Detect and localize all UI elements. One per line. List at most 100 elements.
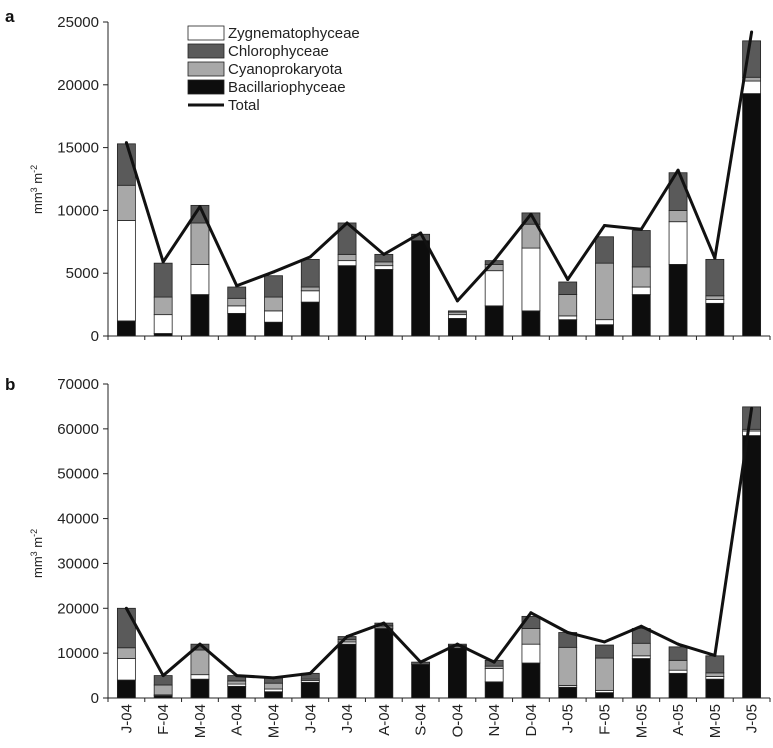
- bar-a-2-3: [227, 297, 247, 307]
- bar-a-2-4: [264, 296, 283, 312]
- bar-b-2-12: [558, 646, 578, 686]
- y-tick-label-b-3: 30000: [57, 555, 99, 572]
- bar-b-0-7: [374, 628, 394, 699]
- bar-b-1-15: [668, 669, 688, 674]
- bar-b-0-15: [668, 672, 688, 699]
- bar-a-2-7: [374, 261, 394, 267]
- x-tick-label-3: A-04: [229, 704, 246, 736]
- bar-a-2-12: [558, 294, 578, 317]
- legend-swatch-0: [187, 25, 225, 41]
- total-point-b-6: [345, 635, 349, 639]
- bar-b-1-11: [521, 643, 541, 664]
- legend-label-3: Bacillariophyceae: [228, 79, 346, 96]
- total-point-a-9: [455, 299, 459, 303]
- y-axis-label-a: mm3 m-2: [29, 165, 45, 214]
- bar-b-3-0: [116, 607, 136, 649]
- bar-a-1-6: [337, 260, 357, 267]
- y-axis-label-b-sup1: 3: [29, 551, 39, 556]
- bar-a-0-12: [558, 319, 578, 337]
- bar-a-0-14: [631, 294, 651, 337]
- y-tick-label-a-0: 0: [91, 328, 99, 345]
- total-point-a-8: [419, 231, 423, 235]
- x-tick-label-2: M-04: [192, 704, 209, 738]
- bar-a-1-2: [190, 264, 210, 295]
- x-tick-label-5: J-04: [302, 704, 319, 733]
- x-tick-label-7: A-04: [376, 704, 393, 736]
- bar-a-2-0: [116, 184, 136, 221]
- bar-a-1-1: [153, 314, 173, 334]
- bar-b-2-2: [190, 649, 210, 676]
- bar-a-0-10: [484, 305, 504, 337]
- bar-a-3-3: [227, 286, 247, 299]
- x-tick-label-16: M-05: [707, 704, 724, 738]
- bar-a-2-1: [153, 296, 173, 316]
- total-point-a-7: [382, 252, 386, 256]
- bar-b-0-13: [595, 692, 614, 699]
- bar-a-0-16: [705, 302, 725, 337]
- total-point-b-8: [419, 660, 423, 664]
- y-axis-label-a-mid: m: [30, 173, 45, 187]
- bar-a-3-14: [631, 230, 651, 268]
- bar-a-0-11: [521, 310, 541, 337]
- total-point-b-10: [492, 660, 496, 664]
- x-tick-label-11: D-04: [523, 704, 540, 737]
- bar-b-2-3: [227, 680, 247, 685]
- bar-a-3-9: [447, 310, 467, 313]
- bar-a-3-13: [595, 236, 614, 264]
- x-axis-labels: J-04 F-04 M-04 A-04 M-04 J-04 J-04 A-04 S-04 O-04…: [118, 704, 760, 738]
- total-point-b-7: [382, 621, 386, 625]
- x-tick-label-9: O-04: [449, 704, 466, 737]
- x-tick-label-13: F-05: [597, 704, 614, 735]
- bar-b-3-13: [595, 644, 614, 659]
- y-tick-label-a-3: 15000: [57, 140, 99, 157]
- x-tick-label-14: M-05: [633, 704, 650, 738]
- total-point-a-16: [713, 256, 717, 260]
- x-tick-label-12: J-05: [560, 704, 577, 733]
- total-point-b-14: [639, 624, 643, 628]
- legend-label-1: Chlorophyceae: [228, 43, 329, 60]
- total-point-a-10: [492, 259, 496, 263]
- panel-a-label: a: [5, 7, 15, 26]
- y-axis-label-a-sup1: 3: [29, 187, 39, 192]
- bar-b-1-14: [631, 655, 651, 659]
- y-axis-label-a-sup2: -2: [29, 165, 39, 173]
- y-axis-label-b-main: mm: [30, 556, 45, 578]
- total-point-b-17: [750, 406, 754, 410]
- total-point-a-0: [124, 141, 128, 145]
- bar-a-0-3: [227, 312, 247, 337]
- panel-b: 0 10000 20000 30000 40000 50000 60000 70000: [57, 376, 771, 707]
- bar-a-2-16: [705, 295, 725, 300]
- bar-a-3-4: [264, 275, 283, 298]
- total-point-b-9: [455, 642, 459, 646]
- legend-label-0: Zygnematophyceae: [228, 25, 360, 42]
- total-point-b-16: [713, 653, 717, 657]
- total-point-b-2: [198, 642, 202, 646]
- bar-a-0-9: [447, 318, 467, 337]
- bar-b-0-4: [264, 691, 283, 699]
- bar-a-1-10: [484, 270, 504, 307]
- bar-a-1-12: [558, 315, 578, 321]
- bar-b-0-2: [190, 678, 210, 699]
- bar-b-2-16: [705, 672, 725, 677]
- bar-a-2-2: [190, 222, 210, 265]
- bar-b-0-6: [337, 643, 357, 699]
- bar-b-1-4: [264, 688, 283, 693]
- bar-a-1-5: [300, 290, 320, 303]
- legend-label-2: Cyanoprokaryota: [228, 61, 343, 78]
- bar-b-0-3: [227, 685, 247, 699]
- bar-b-2-1: [153, 684, 173, 696]
- y-axis-label-b-sup2: -2: [29, 529, 39, 537]
- total-point-a-15: [676, 168, 680, 172]
- y-tick-label-a-1: 5000: [66, 265, 99, 282]
- bar-a-2-14: [631, 266, 651, 288]
- y-tick-label-b-7: 70000: [57, 376, 99, 393]
- x-tick-label-10: N-04: [486, 704, 503, 737]
- legend-swatch-3: [187, 79, 225, 95]
- bar-b-1-10: [484, 667, 504, 683]
- total-point-a-2: [198, 205, 202, 209]
- y-tick-label-b-5: 50000: [57, 466, 99, 483]
- total-point-a-11: [529, 212, 533, 216]
- bar-a-0-13: [595, 324, 614, 337]
- bar-a-1-15: [668, 221, 688, 265]
